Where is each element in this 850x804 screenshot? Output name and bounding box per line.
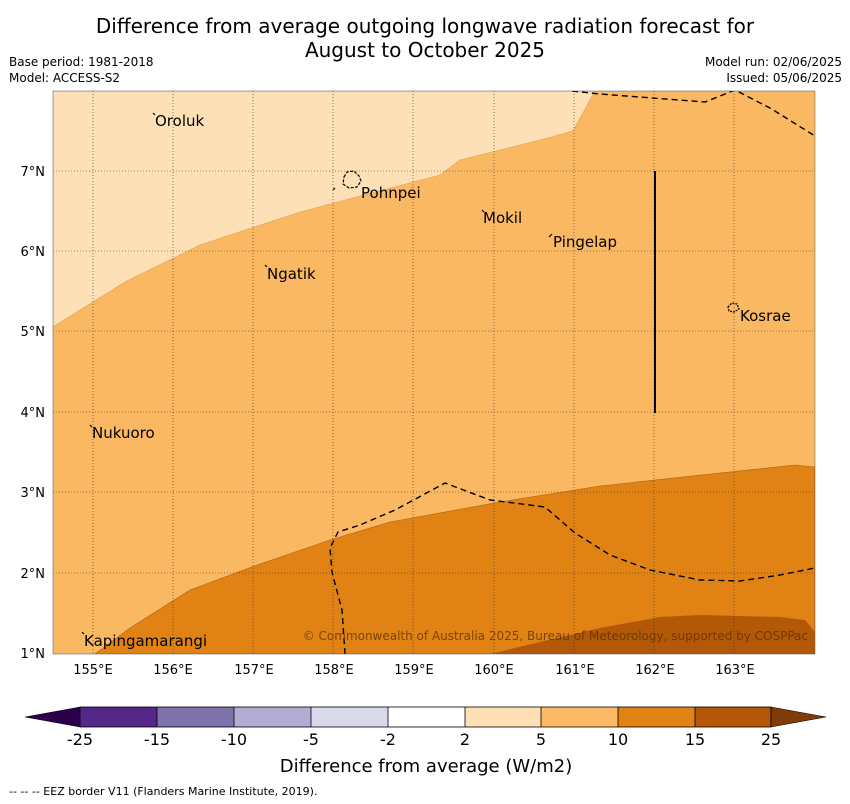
atoll-markers xyxy=(81,112,553,635)
pohnpei-islet xyxy=(332,187,336,191)
place-kapingamarangi: Kapingamarangi xyxy=(84,632,207,650)
place-kosrae: Kosrae xyxy=(740,307,791,325)
colorbar-label: Difference from average (W/m2) xyxy=(280,756,572,777)
region-15-25 xyxy=(490,615,815,654)
lat-label-4n: 4°N xyxy=(21,406,46,421)
eez-legend-note: -- -- -- EEZ border V11 (Flanders Marine… xyxy=(9,785,318,798)
nukuoro-marker xyxy=(89,424,93,428)
colorbar-tick-9: 25 xyxy=(761,730,781,749)
copyright-notice: © Commonwealth of Australia 2025, Bureau… xyxy=(303,629,808,643)
colorbar-bin-2 xyxy=(157,707,234,727)
lon-label-158e: 158°E xyxy=(314,663,354,678)
colorbar-bin-9 xyxy=(695,707,771,727)
lon-label-159e: 159°E xyxy=(394,663,434,678)
map-area: Oroluk Pohnpei Mokil Pingelap Ngatik Kos… xyxy=(53,91,815,654)
place-pohnpei: Pohnpei xyxy=(361,184,421,202)
colorbar-tick-0: -25 xyxy=(67,730,93,749)
meta-right: Model run: 02/06/2025 Issued: 05/06/2025 xyxy=(705,54,842,86)
oroluk-marker xyxy=(152,112,156,116)
region-10-15 xyxy=(94,464,815,654)
colorbar-tick-8: 15 xyxy=(685,730,705,749)
eez-border-bottom xyxy=(329,482,815,654)
place-mokil: Mokil xyxy=(483,209,522,227)
title-line-1: Difference from average outgoing longwav… xyxy=(95,14,755,38)
colorbar-tick-4: -2 xyxy=(380,730,396,749)
lon-label-157e: 157°E xyxy=(234,663,274,678)
mokil-marker xyxy=(481,209,485,213)
lat-label-7n: 7°N xyxy=(21,165,46,180)
place-pingelap: Pingelap xyxy=(553,233,617,251)
colorbar-extend-low xyxy=(24,706,81,728)
lon-label-161e: 161°E xyxy=(555,663,595,678)
meta-left: Base period: 1981-2018 Model: ACCESS-S2 xyxy=(9,54,154,86)
colorbar-bin-5 xyxy=(388,707,465,727)
model-name: Model: ACCESS-S2 xyxy=(9,71,121,85)
place-nukuoro: Nukuoro xyxy=(92,424,155,442)
region-2-5 xyxy=(53,91,596,328)
lat-label-5n: 5°N xyxy=(21,325,46,340)
lon-label-155e: 155°E xyxy=(73,663,113,678)
lon-label-160e: 160°E xyxy=(474,663,514,678)
place-ngatik: Ngatik xyxy=(267,265,316,283)
colorbar-tick-7: 10 xyxy=(608,730,628,749)
map-title: Difference from average outgoing longwav… xyxy=(0,14,850,62)
eez-border-top xyxy=(571,91,815,137)
model-run: Model run: 02/06/2025 xyxy=(704,55,842,69)
lat-label-2n: 2°N xyxy=(21,567,46,582)
colorbar-bin-3 xyxy=(234,707,311,727)
colorbar-tick-1: -15 xyxy=(144,730,170,749)
lon-label-162e: 162°E xyxy=(635,663,675,678)
colorbar-tick-3: -5 xyxy=(303,730,319,749)
kosrae-island-shape xyxy=(727,302,740,313)
colorbar-bin-6 xyxy=(465,707,541,727)
colorbar-separators xyxy=(79,706,772,728)
lon-label-156e: 156°E xyxy=(153,663,193,678)
issued-date: Issued: 05/06/2025 xyxy=(726,71,842,85)
colorbar-bin-8 xyxy=(618,707,695,727)
colorbar-extend-high xyxy=(770,706,827,728)
colorbar-bin-4 xyxy=(311,707,388,727)
colorbar-bin-7 xyxy=(541,707,618,727)
kapingamarangi-marker xyxy=(81,631,85,635)
colorbar-bin-1 xyxy=(80,707,157,727)
map-frame xyxy=(52,90,816,655)
lat-label-1n: 1°N xyxy=(21,647,46,662)
title-line-2: August to October 2025 xyxy=(304,38,546,62)
pohnpei-island-shape xyxy=(342,170,362,189)
pingelap-marker xyxy=(548,233,553,238)
eez-borders xyxy=(329,91,815,654)
place-oroluk: Oroluk xyxy=(155,112,204,130)
lon-label-163e: 163°E xyxy=(715,663,755,678)
colorbar-tick-6: 5 xyxy=(536,730,546,749)
colorbar-tick-2: -10 xyxy=(221,730,247,749)
colorbar-tick-5: 2 xyxy=(460,730,470,749)
colorbar: -25 -15 -10 -5 -2 2 5 10 15 25 Differenc… xyxy=(24,706,827,777)
base-period: Base period: 1981-2018 xyxy=(9,55,154,69)
lat-label-3n: 3°N xyxy=(21,486,46,501)
ngatik-marker xyxy=(264,264,268,268)
lat-label-6n: 6°N xyxy=(21,245,46,260)
